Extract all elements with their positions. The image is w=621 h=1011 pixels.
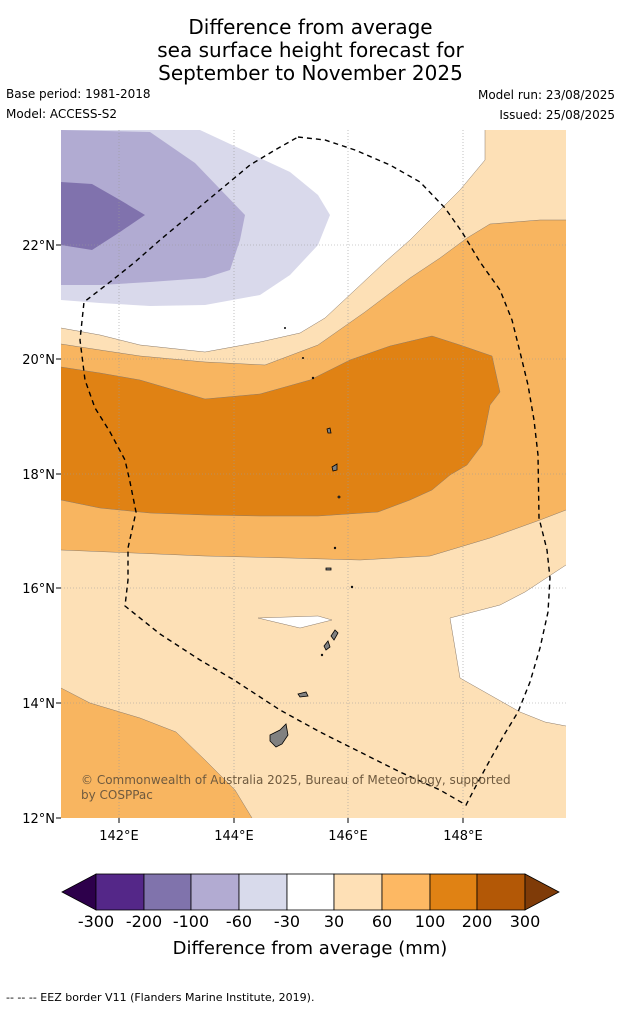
- island-pagan: [331, 463, 338, 472]
- band-100-200: [61, 336, 500, 516]
- colorbar-swatch-2: [143, 873, 192, 911]
- eez-border: [79, 136, 551, 806]
- lat-label-18n: 18°N: [22, 468, 55, 483]
- colorbar-tick-1: -300: [78, 912, 114, 931]
- colorbar-swatch-5: [286, 873, 335, 911]
- title-line-2: sea surface height forecast for: [157, 38, 464, 62]
- colorbar-swatch-1: [95, 873, 145, 911]
- gridlines: [61, 130, 566, 818]
- lon-label-148e: 148°E: [443, 829, 483, 844]
- band-minus60-minus100: [61, 130, 245, 285]
- colorbar-tick-8: 100: [415, 912, 446, 931]
- colorbar-arrow-low: [61, 873, 97, 911]
- island-agrihan: [326, 427, 332, 434]
- colorbar-tick-10: 300: [510, 912, 541, 931]
- lon-label-144e: 144°E: [214, 829, 254, 844]
- map-panel: © Commonwealth of Australia 2025, Bureau…: [61, 130, 566, 818]
- lat-label-16n: 16°N: [22, 582, 55, 597]
- colorbar-tick-4: -60: [226, 912, 252, 931]
- colorbar: -300 -200 -100 -60 -30 30 60 100 200 300…: [61, 873, 560, 959]
- colorbar-swatch-3: [190, 873, 240, 911]
- lat-label-20n: 20°N: [22, 353, 55, 368]
- colorbar-tick-3: -100: [173, 912, 209, 931]
- band-60-100-southwest: [61, 688, 252, 818]
- island-guam: [269, 723, 289, 748]
- islands: [269, 326, 354, 748]
- lat-label-22n: 22°N: [22, 239, 55, 254]
- lon-label-142e: 142°E: [99, 829, 139, 844]
- colorbar-swatch-4: [238, 873, 288, 911]
- model-name: Model: ACCESS-S2: [6, 107, 118, 121]
- colorbar-tick-2: -200: [126, 912, 162, 931]
- copyright-line-2: by COSPPac: [81, 788, 153, 802]
- colorbar-arrow-high: [524, 873, 560, 911]
- lat-label-12n: 12°N: [22, 812, 55, 827]
- band-neutral-small: [258, 616, 332, 628]
- island-saipan: [330, 629, 339, 641]
- island-tinian: [323, 640, 331, 651]
- band-neutral-east: [450, 565, 566, 726]
- title-line-3: September to November 2025: [158, 61, 463, 85]
- latitude-axis: 22°N 20°N 18°N 16°N 14°N 12°N: [22, 239, 61, 827]
- lon-label-146e: 146°E: [328, 829, 368, 844]
- colorbar-swatch-6: [333, 873, 383, 911]
- longitude-axis: 142°E 144°E 146°E 148°E: [99, 818, 483, 844]
- band-minus100-minus200: [61, 182, 145, 250]
- island-anatahan: [325, 567, 332, 571]
- contour-lines: [61, 130, 566, 818]
- colorbar-label: Difference from average (mm): [173, 938, 448, 959]
- colorbar-tick-6: 30: [324, 912, 344, 931]
- colorbar-swatch-9: [476, 873, 526, 911]
- base-period: Base period: 1981-2018: [6, 87, 151, 101]
- copyright-line-1: © Commonwealth of Australia 2025, Bureau…: [81, 773, 511, 787]
- lat-label-14n: 14°N: [22, 697, 55, 712]
- eez-footnote: -- -- -- EEZ border V11 (Flanders Marine…: [6, 991, 315, 1004]
- colorbar-swatch-7: [381, 873, 431, 911]
- colorbar-tick-5: -30: [274, 912, 300, 931]
- colorbar-tick-7: 60: [372, 912, 392, 931]
- island-rota: [297, 691, 309, 698]
- colorbar-tick-9: 200: [462, 912, 493, 931]
- title-line-1: Difference from average: [188, 15, 433, 39]
- colorbar-swatch-8: [429, 873, 478, 911]
- model-run-date: Model run: 23/08/2025: [477, 88, 615, 102]
- issued-date: Issued: 25/08/2025: [499, 108, 615, 122]
